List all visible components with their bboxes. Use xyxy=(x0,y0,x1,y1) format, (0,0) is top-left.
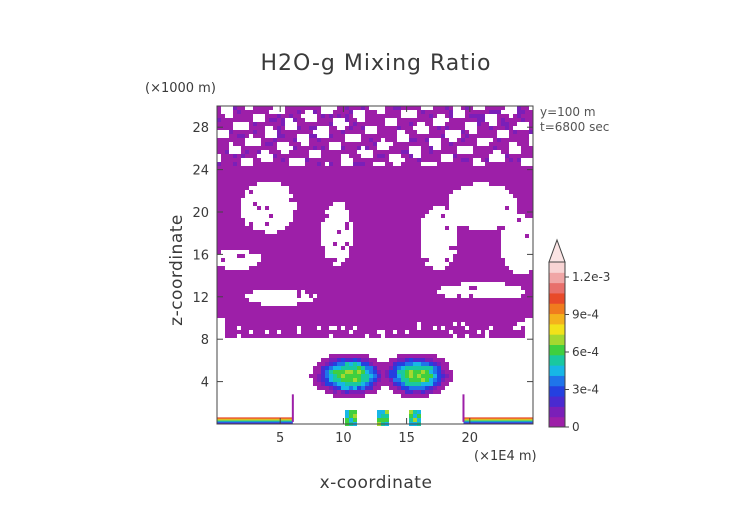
colorbar-tick-label: 1.2e-3 xyxy=(572,270,610,284)
x-tick-label: 10 xyxy=(335,431,352,446)
y-unit-label: (×1000 m) xyxy=(145,81,216,96)
y-tick-label: 20 xyxy=(192,206,209,221)
y-tick-label: 16 xyxy=(192,248,209,263)
x-tick-label: 5 xyxy=(276,431,284,446)
colorbar-swatch xyxy=(549,344,565,356)
colorbar-swatch xyxy=(549,396,565,407)
colorbar-swatch xyxy=(549,262,565,273)
colorbar-tick-label: 3e-4 xyxy=(572,383,599,397)
colorbar-swatch xyxy=(549,334,565,345)
colorbar-tick-label: 6e-4 xyxy=(572,345,599,359)
mixing-ratio-field xyxy=(217,106,533,426)
colorbar-swatch xyxy=(549,375,565,387)
colorbar-swatch xyxy=(549,416,565,428)
colorbar-swatch xyxy=(549,323,565,335)
colorbar-swatch xyxy=(549,313,565,325)
colorbar-tick-label: 9e-4 xyxy=(572,308,599,322)
chart-title: H2O-g Mixing Ratio xyxy=(261,51,492,76)
x-ticks: 5 10 15 20 xyxy=(276,106,478,446)
annotation-y: y=100 m xyxy=(540,105,596,119)
colorbar-frame xyxy=(548,261,566,428)
y-tick-label: 4 xyxy=(201,376,209,391)
colorbar-swatch xyxy=(549,385,565,397)
y-tick-label: 12 xyxy=(192,291,209,306)
x-tick-label: 15 xyxy=(398,431,415,446)
colorbar-swatch xyxy=(549,282,565,294)
x-unit-label: (×1E4 m) xyxy=(474,449,537,464)
y-axis-label: z-coordinate xyxy=(167,214,187,326)
colorbar-swatch xyxy=(549,292,565,304)
y-tick-label: 8 xyxy=(201,333,209,348)
plot-frame xyxy=(216,105,534,425)
colorbar-swatch xyxy=(549,406,565,418)
x-axis-label: x-coordinate xyxy=(320,473,433,493)
y-tick-label: 24 xyxy=(192,164,209,179)
colorbar-swatch xyxy=(549,365,565,376)
colorbar-extend-arrow xyxy=(548,238,566,263)
y-ticks: 4 8 12 16 20 24 28 xyxy=(192,121,533,391)
y-tick-label: 28 xyxy=(192,121,209,136)
x-tick-label: 20 xyxy=(462,431,479,446)
colorbar-tick-label: 0 xyxy=(572,420,580,434)
colorbar-swatch xyxy=(549,272,565,284)
annotation-time: t=6800 sec xyxy=(540,120,609,134)
colorbar-swatch xyxy=(549,303,565,315)
colorbar-swatch xyxy=(549,354,565,366)
colorbar: 0 3e-4 6e-4 9e-4 1.2e-3 xyxy=(548,238,610,434)
